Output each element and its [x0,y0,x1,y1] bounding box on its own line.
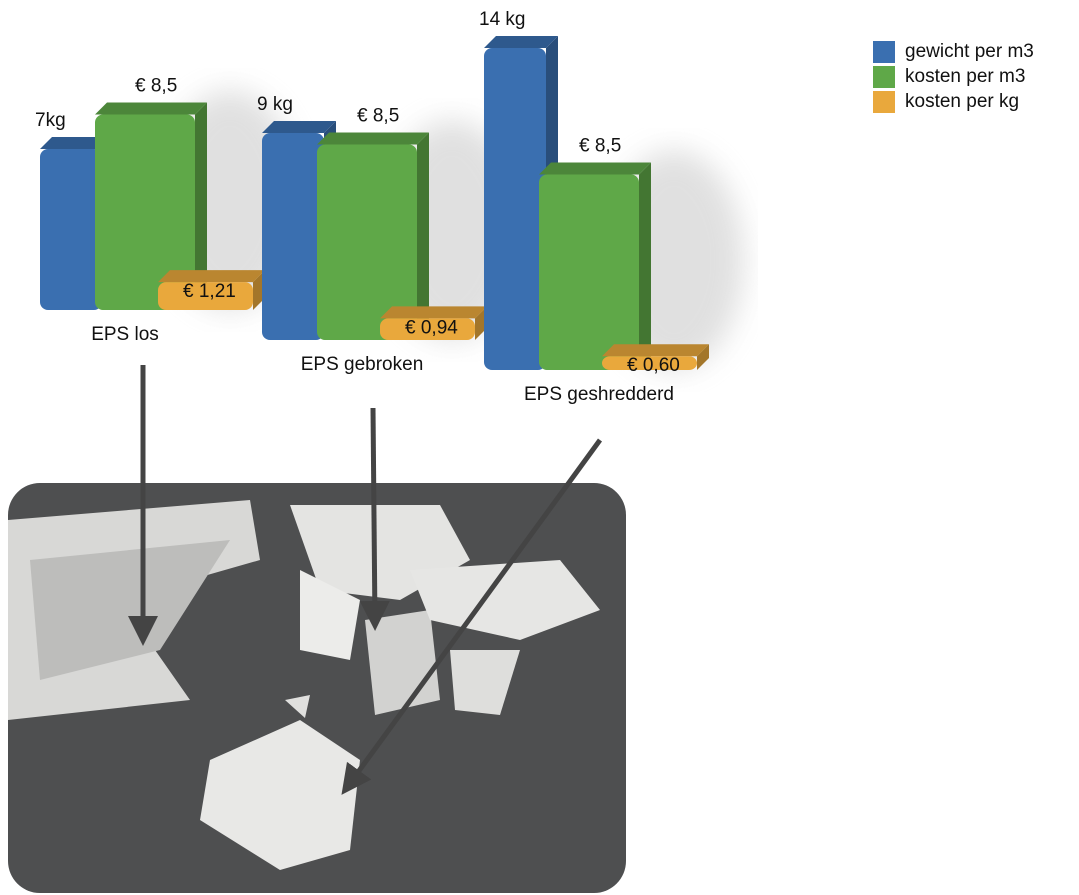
bar [262,133,324,340]
bar-top [539,162,651,175]
photo [8,483,626,893]
bar [539,174,639,370]
bar-side [639,162,651,370]
legend-swatch [873,41,895,63]
legend-label: gewicht per m3 [905,41,1034,62]
category-label: EPS geshredderd [524,384,674,405]
category-label: EPS los [91,324,159,345]
bar [158,282,253,310]
bar-side [417,132,429,340]
legend-swatch [873,66,895,88]
bar-top [158,270,265,283]
category-label: EPS gebroken [301,354,424,375]
legend-swatch [873,91,895,113]
bar [602,356,697,370]
bar [40,149,102,310]
bar-top [95,102,207,115]
value-label: 7kg [35,110,66,131]
value-label: 9 kg [257,94,293,115]
bar [380,318,475,340]
legend-label: kosten per m3 [905,66,1025,87]
value-label: € 8,5 [357,106,399,127]
bar-side [697,344,709,370]
value-label: € 0,60 [627,355,680,376]
value-label: 14 kg [479,9,525,30]
value-label: € 8,5 [579,136,621,157]
value-label: € 0,94 [405,317,458,338]
value-label: € 1,21 [183,281,236,302]
legend-label: kosten per kg [905,91,1019,112]
arrows [128,365,603,795]
bar-top [262,121,336,133]
bar [484,48,546,370]
bar [317,144,417,340]
bar [95,114,195,310]
value-label: € 8,5 [135,76,177,97]
bar-top [380,306,487,319]
bar-side [195,102,207,310]
bar-top [602,344,709,357]
bar-top [484,36,558,48]
bar-top [317,132,429,145]
